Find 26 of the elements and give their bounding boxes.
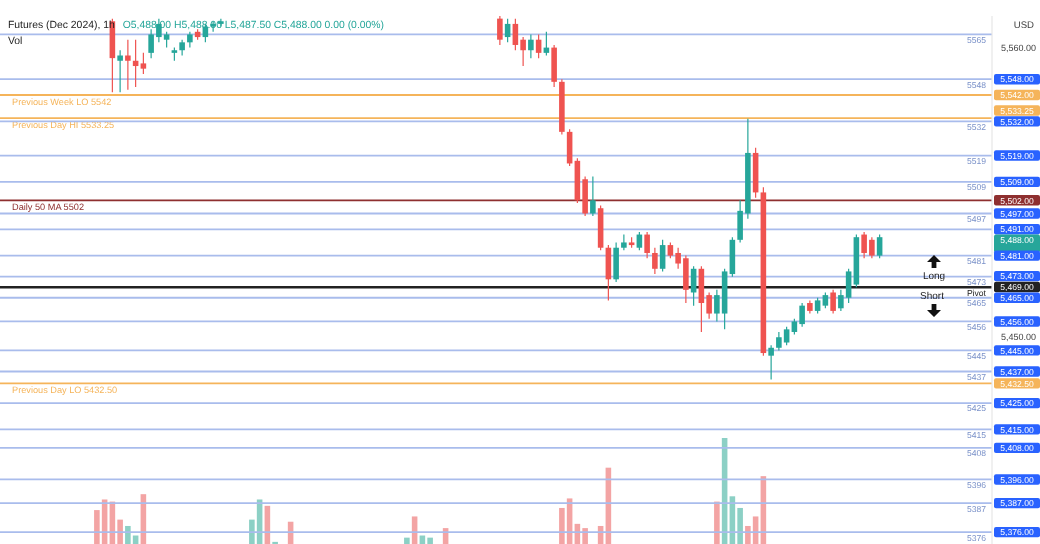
candlestick — [783, 326, 790, 346]
candlestick — [597, 204, 604, 251]
candlestick — [621, 233, 627, 251]
candlestick — [652, 247, 658, 275]
candlestick — [644, 231, 650, 259]
candlestick — [876, 233, 883, 259]
candlestick — [590, 176, 596, 217]
candlestick — [613, 241, 619, 283]
candlestick — [140, 52, 147, 75]
candlestick — [117, 49, 123, 93]
bar — [404, 537, 410, 544]
candlestick — [830, 289, 836, 315]
candlestick — [861, 231, 867, 259]
candlestick — [659, 239, 666, 273]
bar — [714, 501, 720, 544]
bar — [427, 537, 433, 544]
candlestick — [799, 302, 805, 328]
candlestick — [683, 255, 689, 304]
candlestick — [125, 39, 131, 91]
candlestick — [148, 28, 154, 59]
candlestick — [768, 344, 774, 380]
candlestick — [776, 331, 782, 352]
candlestick — [551, 44, 557, 88]
candlestick — [528, 33, 534, 59]
candlestick — [869, 236, 875, 259]
candlestick — [497, 15, 503, 46]
